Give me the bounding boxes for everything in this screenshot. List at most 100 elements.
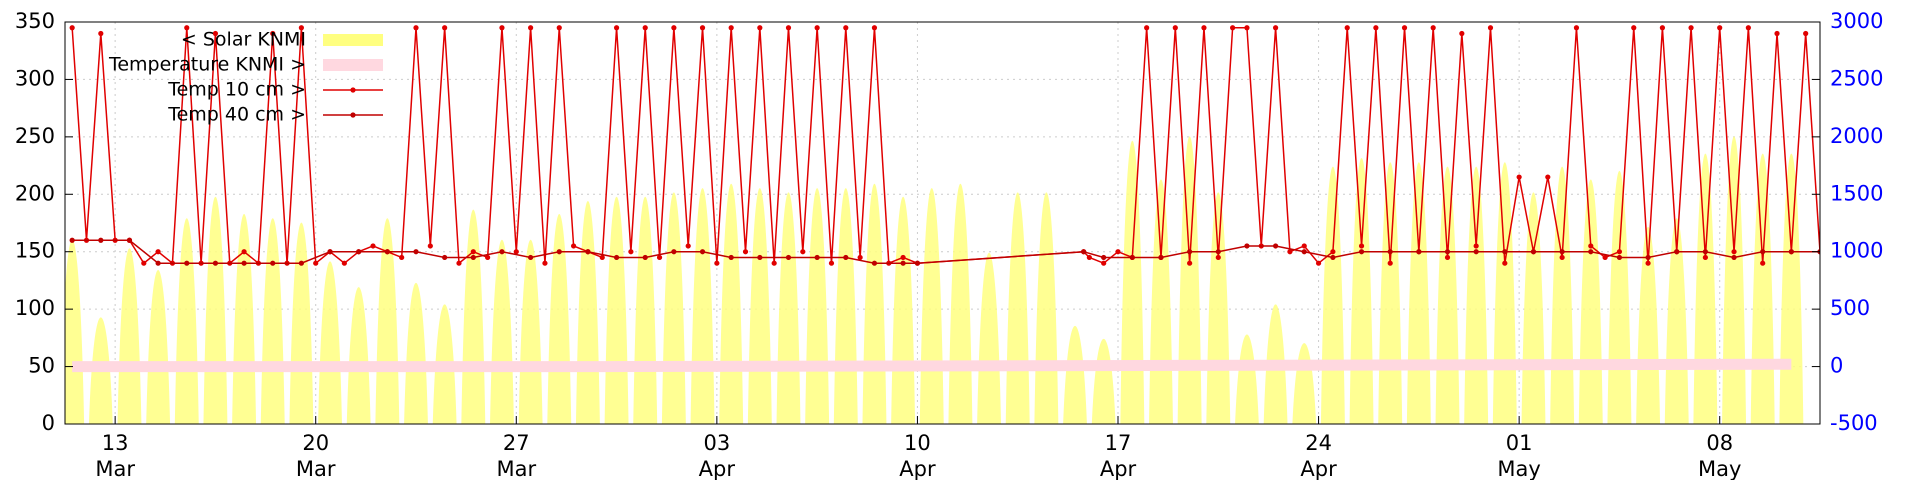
temp-point	[1588, 249, 1594, 255]
legend: < Solar KNMI Temperature KNMI > Temp 10 cm…	[108, 29, 383, 126]
solar-bell	[1149, 179, 1173, 424]
solar-bell	[461, 209, 486, 424]
solar-bell	[747, 188, 772, 424]
y2-tick-label: 3000	[1830, 9, 1883, 33]
temp-point	[1559, 254, 1565, 261]
temp-point	[728, 25, 734, 31]
temp-point	[1760, 249, 1766, 255]
solar-bell	[661, 192, 686, 424]
solar-bell	[1063, 326, 1087, 424]
temp-point	[456, 260, 462, 266]
temp-point	[69, 237, 75, 243]
temp-point	[1230, 25, 1236, 31]
solar-bell	[318, 261, 342, 424]
temp-point	[1688, 25, 1694, 31]
temp-point	[1788, 249, 1794, 255]
temp-point	[1702, 254, 1708, 261]
y2-tick-label: -500	[1830, 411, 1878, 435]
solar-bell	[776, 192, 801, 424]
temp-point	[1645, 254, 1651, 261]
temp-point	[313, 260, 319, 266]
legend-label: < Solar KNMI	[181, 29, 306, 51]
y-tick-label: 250	[15, 124, 55, 148]
legend-swatch	[323, 34, 383, 46]
solar-bell	[1578, 179, 1603, 424]
temp-point	[1244, 243, 1250, 249]
solar-bell	[1779, 153, 1804, 424]
x-tick-label: 17 Apr	[1100, 431, 1137, 480]
temp-point	[599, 254, 605, 261]
temp-point	[1272, 25, 1279, 31]
temp-point	[542, 260, 548, 266]
temp-point	[628, 249, 634, 255]
temp-point	[485, 254, 491, 261]
temp-point	[800, 249, 806, 255]
temp-point	[1344, 25, 1350, 31]
solar-bell	[633, 196, 658, 424]
solar-bell	[404, 283, 428, 424]
solar-bell	[1235, 334, 1259, 424]
temp-point	[556, 249, 562, 255]
temp-point	[212, 30, 219, 37]
temp-point	[1616, 254, 1623, 261]
temp-point	[141, 260, 147, 266]
temp-point	[1144, 25, 1150, 31]
temp-point	[212, 260, 219, 266]
temp-point	[413, 25, 419, 31]
temp-point	[1602, 254, 1608, 261]
legend-marker	[350, 87, 356, 93]
temp-point	[126, 237, 133, 243]
temp-point	[1717, 25, 1723, 31]
solar-bell	[833, 188, 858, 424]
solar-bell	[1091, 338, 1116, 424]
temp-point	[1129, 254, 1135, 261]
solar-bell	[146, 270, 171, 424]
temp-point	[728, 254, 734, 261]
temp-point	[814, 25, 820, 31]
temp-point	[1187, 260, 1193, 266]
temp-point	[757, 254, 763, 261]
temp-point	[1244, 25, 1250, 31]
solar-bell	[1464, 166, 1489, 424]
temp-point	[1101, 260, 1107, 266]
temp-point	[1301, 243, 1307, 249]
solar-bell	[977, 252, 1002, 424]
temp-point	[1702, 249, 1708, 255]
temp-point	[1272, 243, 1279, 249]
temp-point	[656, 254, 663, 261]
temp-point	[470, 249, 476, 255]
x-tick-label: 03 Apr	[699, 431, 736, 480]
temp-point	[1616, 249, 1623, 255]
temp-point	[1659, 25, 1666, 31]
solar-bell	[1378, 162, 1403, 424]
solar-bell	[1120, 140, 1145, 424]
solar-bell	[1435, 166, 1460, 424]
temp-point	[98, 237, 104, 243]
temp-point	[714, 260, 720, 266]
y2-tick-label: 500	[1830, 296, 1870, 320]
temp-point	[1301, 249, 1307, 255]
temp-point	[556, 25, 562, 31]
temp-point	[427, 243, 433, 249]
temp-point	[843, 254, 849, 261]
temp-point	[671, 249, 677, 255]
temp-point	[1645, 260, 1651, 266]
y-tick-label: 350	[15, 9, 55, 33]
solar-bell	[547, 214, 572, 424]
solar-bell	[1636, 226, 1661, 424]
y2-tick-label: 2500	[1830, 66, 1883, 90]
temp-point	[184, 25, 190, 31]
temp-point	[1745, 25, 1751, 31]
solar-bell	[260, 218, 285, 424]
solar-bell	[604, 196, 629, 424]
solar-bell	[919, 188, 944, 424]
temp-point	[1315, 260, 1322, 266]
x-tick-label: 27 Mar	[496, 431, 536, 480]
temp-point	[513, 249, 519, 255]
temp-point	[341, 260, 347, 266]
solar-bell	[1664, 218, 1689, 424]
temp-point	[442, 254, 448, 261]
solar-bell	[1492, 162, 1517, 424]
temp-point	[1473, 249, 1479, 255]
temp-point	[528, 254, 534, 261]
